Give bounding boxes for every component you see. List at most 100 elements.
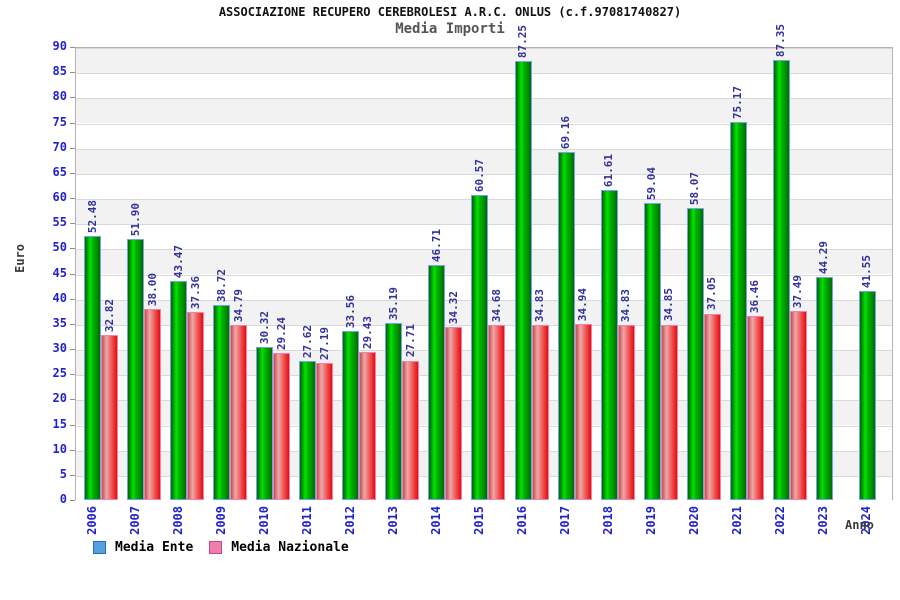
bar-media-nazionale-2020	[703, 313, 721, 500]
y-tick-label: 45	[52, 265, 67, 280]
legend-label-media-nazionale: Media Nazionale	[231, 540, 349, 555]
y-tick-label: 20	[52, 391, 67, 406]
bar-value-label: 34.32	[446, 291, 460, 325]
x-tick-label: 2013	[385, 506, 400, 535]
y-tick-mark	[70, 349, 75, 350]
bar-media-ente-2011	[299, 360, 317, 500]
x-tick-label: 2022	[773, 506, 788, 535]
bar-media-ente-2019	[643, 202, 661, 500]
x-tick-label: 2017	[558, 506, 573, 535]
bar-value-label: 38.72	[214, 268, 228, 303]
legend-item-media-ente: Media Ente	[93, 540, 193, 555]
bar-media-nazionale-2008	[187, 311, 205, 500]
bar-value-label: 35.19	[386, 286, 400, 320]
bar-media-nazionale-2016	[531, 324, 549, 500]
bar-media-ente-2008	[170, 281, 188, 500]
bar-media-nazionale-2022	[789, 311, 807, 500]
bar-value-label: 44.29	[817, 240, 831, 275]
bar-value-label: 52.48	[85, 199, 99, 233]
x-tick-label: 2010	[256, 506, 271, 535]
y-tick-mark	[70, 424, 75, 426]
bar-media-nazionale-2021	[746, 316, 764, 500]
y-axis-title: Euro	[13, 244, 27, 273]
bar-value-label: 29.43	[360, 315, 374, 349]
chart-subtitle: Media Importi	[395, 21, 505, 37]
bar-media-ente-2012	[342, 331, 360, 500]
bar-media-nazionale-2014	[445, 327, 463, 500]
bar-media-ente-2022	[772, 60, 790, 500]
bar-value-label: 58.07	[688, 171, 702, 205]
bar-media-ente-2015	[471, 195, 489, 500]
y-tick-label: 25	[52, 366, 67, 381]
y-tick-mark	[70, 248, 75, 250]
bar-media-ente-2018	[600, 189, 618, 500]
bar-value-label: 37.36	[188, 275, 202, 309]
bar-value-label: 43.47	[171, 245, 185, 279]
y-tick-mark	[70, 449, 75, 451]
bar-value-label: 36.46	[748, 280, 762, 314]
bar-media-nazionale-2015	[488, 325, 506, 500]
y-tick-mark	[70, 399, 75, 401]
bar-value-label: 75.17	[731, 85, 745, 119]
bar-value-label: 27.62	[300, 324, 314, 358]
y-tick-mark	[70, 323, 75, 325]
grid-band	[76, 148, 892, 174]
bar-media-nazionale-2017	[574, 324, 592, 500]
x-tick-label: 2011	[299, 506, 314, 535]
bar-value-label: 34.68	[489, 289, 503, 323]
bar-media-ente-2021	[729, 121, 747, 500]
bar-media-ente-2014	[428, 264, 446, 500]
bar-media-nazionale-2013	[402, 360, 420, 500]
bar-value-label: 34.94	[576, 288, 590, 322]
y-tick-label: 40	[52, 290, 67, 305]
y-tick-label: 15	[52, 416, 67, 431]
bar-value-label: 33.56	[343, 294, 357, 329]
y-tick-mark	[70, 474, 75, 476]
y-tick-label: 75	[52, 114, 67, 129]
y-tick-mark	[70, 97, 75, 99]
bar-value-label: 59.04	[645, 166, 659, 200]
y-tick-mark	[70, 122, 75, 124]
grid-band	[76, 98, 892, 124]
chart-title: ASSOCIAZIONE RECUPERO CEREBROLESI A.R.C.…	[218, 5, 682, 19]
y-tick-mark	[70, 72, 75, 74]
bar-value-label: 34.83	[533, 288, 547, 322]
y-tick-mark	[70, 172, 75, 174]
y-tick-label: 65	[52, 164, 67, 179]
bar-value-label: 38.00	[145, 272, 159, 306]
bar-value-label: 27.71	[403, 324, 417, 358]
y-tick-label: 90	[52, 39, 67, 53]
x-tick-label: 2019	[644, 506, 659, 535]
bar-media-ente-2023	[815, 277, 833, 500]
x-tick-label: 2014	[428, 506, 443, 535]
bar-media-nazionale-2019	[660, 324, 678, 500]
bar-media-ente-2010	[256, 347, 274, 500]
bar-media-nazionale-2011	[316, 363, 334, 500]
bar-media-nazionale-2006	[101, 334, 118, 500]
media-ente-swatch-icon	[93, 541, 106, 554]
y-tick-label: 55	[52, 215, 67, 230]
y-tick-label: 30	[52, 341, 67, 355]
bar-media-ente-2009	[213, 305, 231, 500]
bar-media-nazionale-2010	[273, 352, 291, 500]
media-nazionale-swatch-icon	[209, 541, 223, 554]
x-tick-label: 2016	[515, 506, 530, 535]
y-tick-label: 35	[52, 315, 67, 330]
y-tick-label: 80	[52, 89, 67, 104]
y-tick-mark	[70, 374, 75, 376]
bar-value-label: 30.32	[257, 311, 271, 345]
legend-item-media-nazionale: Media Nazionale	[209, 540, 349, 555]
y-tick-label: 0	[59, 492, 67, 506]
y-tick-mark	[70, 147, 75, 149]
bar-value-label: 61.61	[602, 153, 616, 187]
y-tick-label: 85	[52, 64, 67, 79]
bar-media-ente-2024	[858, 290, 876, 500]
bar-value-label: 34.85	[662, 288, 676, 322]
bar-value-label: 29.24	[274, 316, 288, 350]
x-tick-label: 2020	[687, 506, 702, 535]
bar-value-label: 37.05	[705, 277, 719, 311]
bar-media-nazionale-2012	[359, 351, 377, 500]
x-tick-label: 2021	[730, 506, 745, 535]
bar-media-ente-2016	[514, 60, 532, 500]
